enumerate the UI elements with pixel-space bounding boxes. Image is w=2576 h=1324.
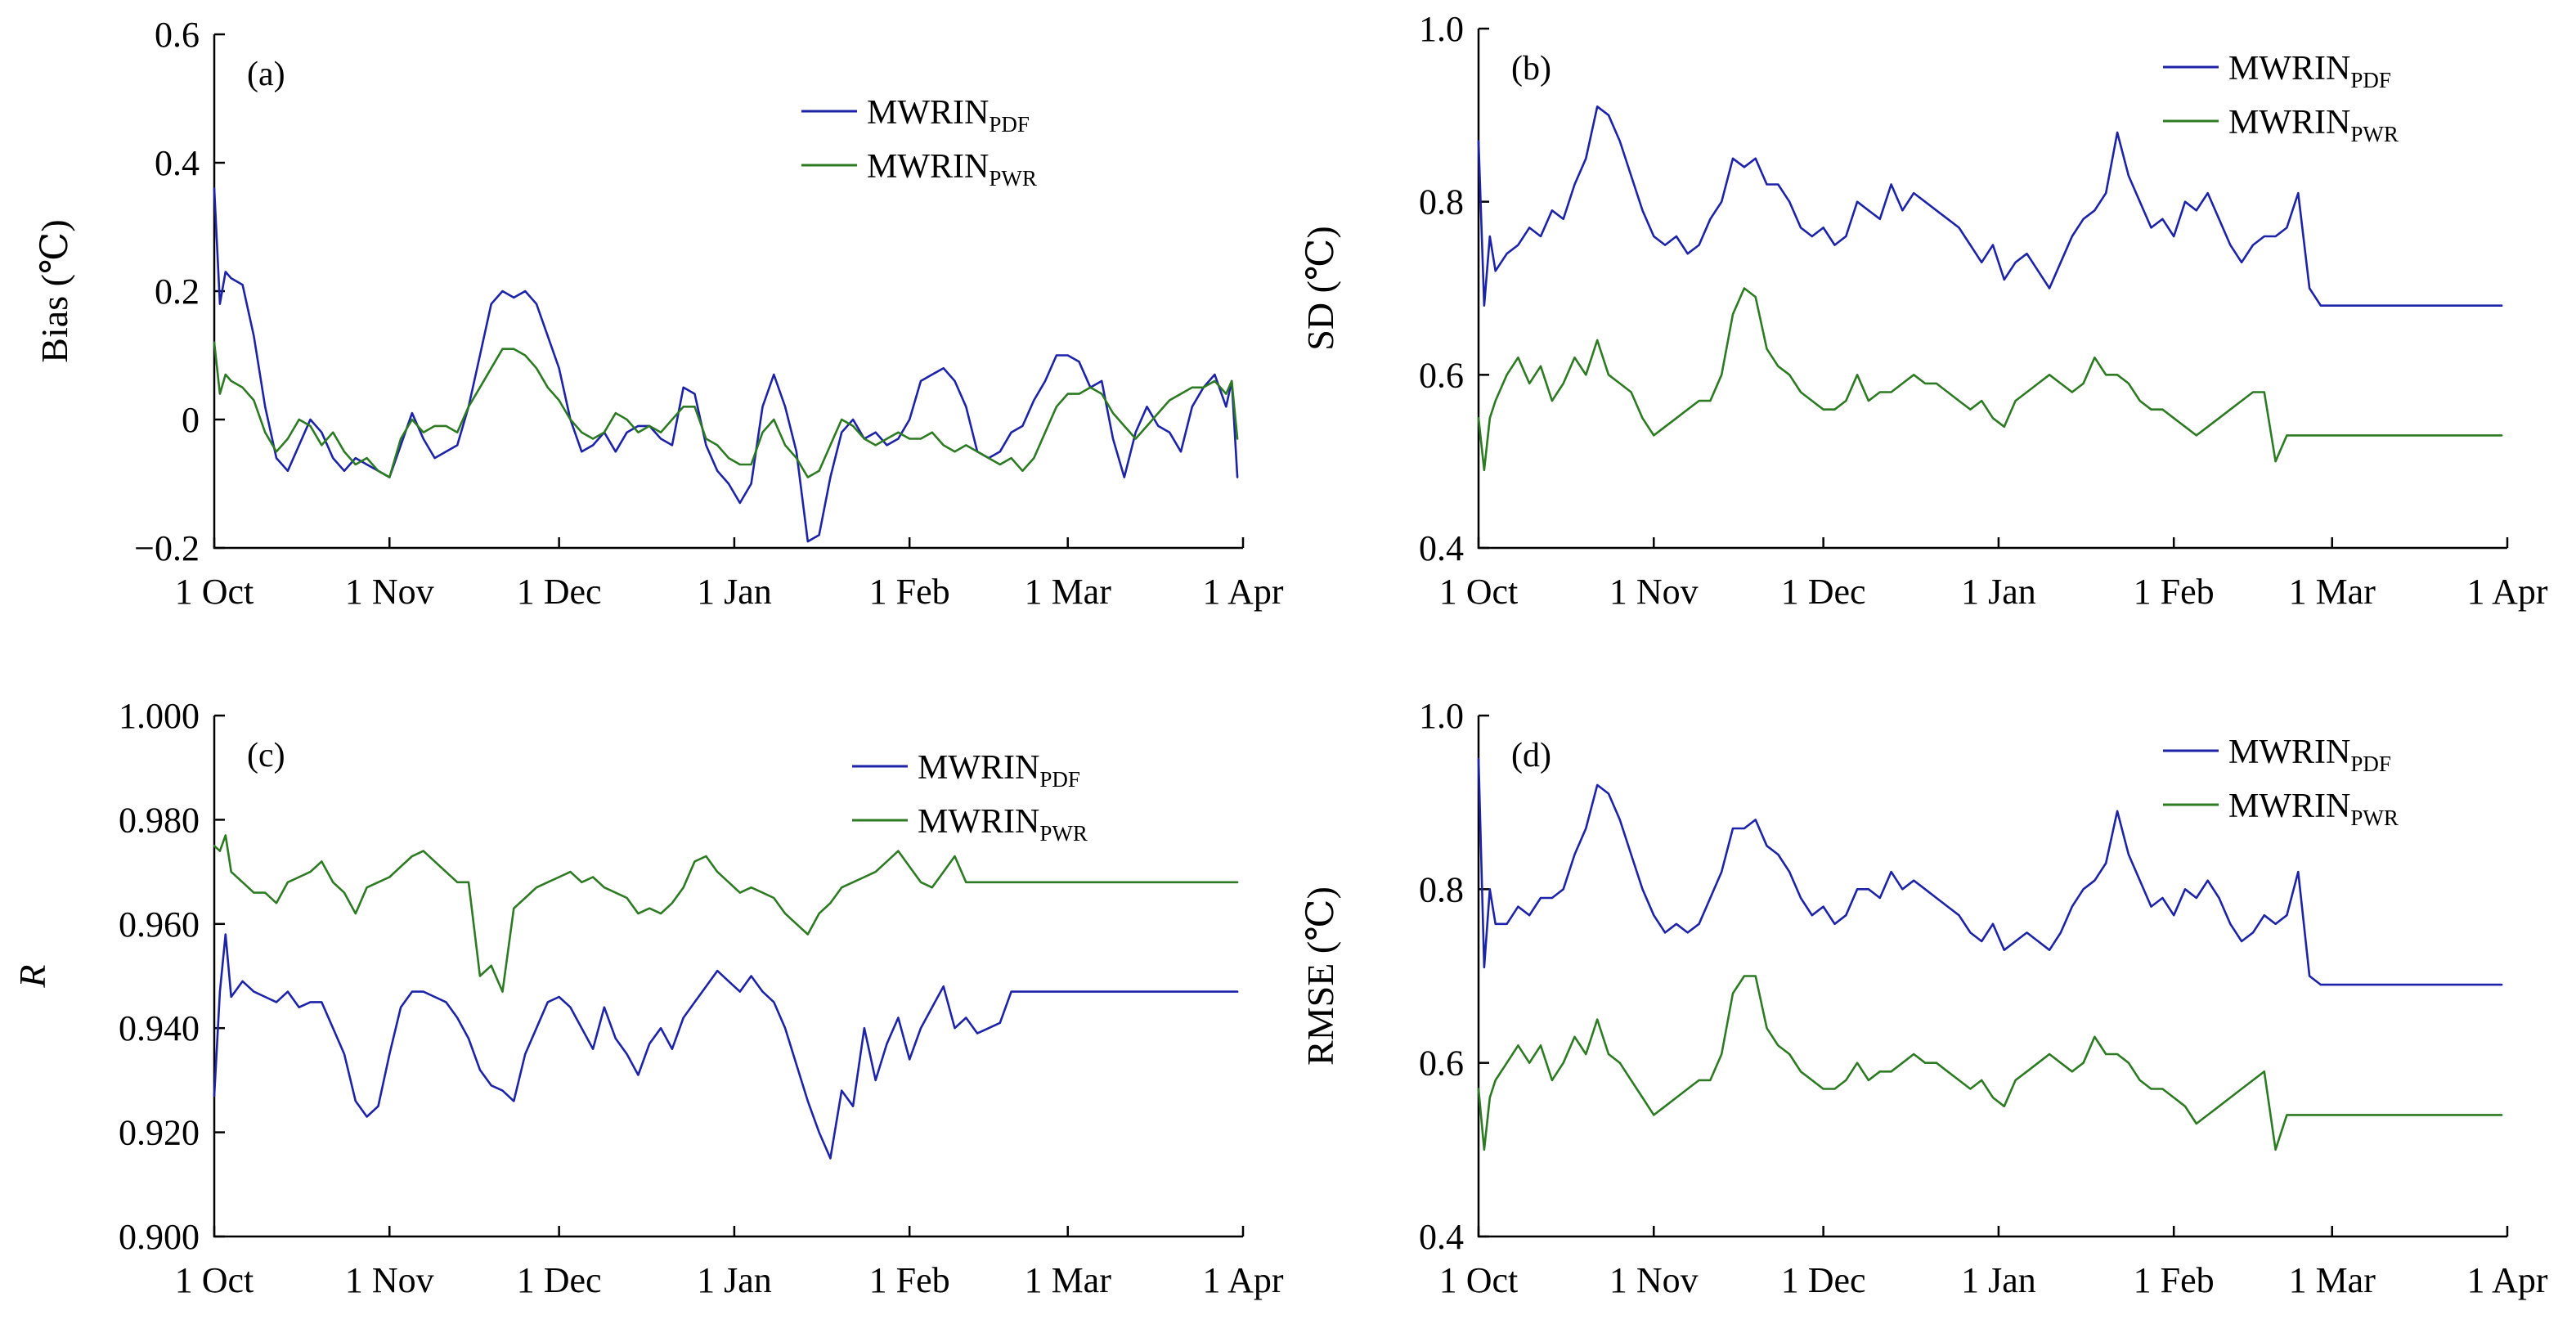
series-line-pwr <box>213 341 1239 478</box>
y-tick-label: 0.8 <box>1419 869 1464 909</box>
x-tick-label: 1 Dec <box>1781 572 1866 612</box>
x-tick-label: 1 Dec <box>1781 1260 1866 1300</box>
x-tick-label: 1 Oct <box>175 1260 254 1300</box>
y-tick-label: 1.0 <box>1419 9 1464 49</box>
x-tick-label: 1 Dec <box>517 572 602 612</box>
panel-label: (c) <box>247 737 285 774</box>
x-tick-label: 1 Feb <box>869 1260 950 1300</box>
x-tick-label: 1 Jan <box>1961 1260 2036 1300</box>
x-tick-label: 1 Feb <box>869 572 950 612</box>
legend-label-pdf: MWRINPDF <box>2228 734 2391 776</box>
y-tick-label: 0.980 <box>119 800 200 840</box>
series-line-pdf <box>1477 105 2503 307</box>
y-tick-label: 0.6 <box>1419 355 1464 395</box>
y-tick-label: 0 <box>182 400 200 440</box>
chart-panel-2: 0.4 0.6 0.8 1.0 1 Oct 1 Nov 1 Dec 1 Jan 1 Feb 1 M… <box>1299 9 2548 612</box>
y-tick-label: 0.4 <box>1419 1217 1464 1257</box>
legend-label-pdf: MWRINPDF <box>867 94 1030 137</box>
y-tick-label: 0.4 <box>155 143 200 183</box>
panel-label: (d) <box>1511 737 1551 774</box>
x-tick-label: 1 Jan <box>697 1260 772 1300</box>
x-tick-label: 1 Nov <box>1609 572 1699 612</box>
x-tick-label: 1 Oct <box>175 572 254 612</box>
x-tick-label: 1 Mar <box>2289 572 2376 612</box>
x-tick-label: 1 Nov <box>345 1260 434 1300</box>
y-tick-label: 0.960 <box>119 904 200 945</box>
chart-panel-4: 0.4 0.6 0.8 1.0 1 Oct 1 Nov 1 Dec 1 Jan 1 Feb 1 M… <box>1299 696 2548 1300</box>
legend-label-pdf: MWRINPDF <box>918 749 1080 792</box>
x-tick-label: 1 Mar <box>2289 1260 2376 1300</box>
y-tick-label: 0.2 <box>155 272 200 312</box>
x-tick-label: 1 Mar <box>1025 1260 1112 1300</box>
y-tick-label: 0.4 <box>1419 528 1464 568</box>
series-line-pwr <box>213 834 1239 993</box>
axes-frame <box>213 716 1243 1238</box>
series-line-pdf <box>1477 757 2503 986</box>
y-tick-label: 0.920 <box>119 1113 200 1153</box>
x-tick-label: 1 Jan <box>1961 572 2036 612</box>
y-tick-label: 0.940 <box>119 1008 200 1048</box>
x-tick-label: 1 Apr <box>1203 572 1284 612</box>
x-tick-label: 1 Mar <box>1025 572 1112 612</box>
legend-label-pwr: MWRINPWR <box>918 803 1088 846</box>
series-line-pwr <box>1477 287 2503 472</box>
axes-frame <box>1477 29 2507 550</box>
x-tick-label: 1 Jan <box>697 572 772 612</box>
y-tick-label: 0.6 <box>1419 1043 1464 1084</box>
legend-label-pwr: MWRINPWR <box>2228 104 2399 146</box>
x-tick-label: 1 Nov <box>345 572 434 612</box>
chart-panel-3: 0.900 0.920 0.940 0.960 0.980 1.000 1 Oct 1 Nov… <box>11 696 1284 1300</box>
axes-frame <box>213 34 1243 550</box>
legend-label-pdf: MWRINPDF <box>2228 50 2391 92</box>
x-tick-label: 1 Nov <box>1609 1260 1699 1300</box>
y-axis-title: R <box>11 964 53 988</box>
series-line-pdf <box>213 933 1239 1160</box>
x-tick-label: 1 Feb <box>2134 1260 2215 1300</box>
x-tick-label: 1 Feb <box>2134 572 2215 612</box>
y-tick-label: 0.900 <box>119 1217 200 1257</box>
axes-frame <box>1477 716 2507 1238</box>
chart-panel-1: −0.2 0 0.2 0.4 0.6 1 Oct 1 Nov 1 Dec 1 Jan 1 Feb 1… <box>34 15 1284 612</box>
y-tick-label: −0.2 <box>134 528 200 568</box>
x-tick-label: 1 Oct <box>1439 1260 1519 1300</box>
y-axis-title: Bias (℃) <box>34 219 75 362</box>
y-tick-label: 0.8 <box>1419 182 1464 222</box>
series-line-pdf <box>213 187 1239 543</box>
x-tick-label: 1 Apr <box>2467 1260 2548 1300</box>
y-axis-title: SD (℃) <box>1299 226 1341 350</box>
legend-label-pwr: MWRINPWR <box>2228 788 2399 830</box>
series-line-pwr <box>1477 975 2503 1151</box>
y-tick-label: 0.6 <box>155 15 200 55</box>
panel-label: (a) <box>247 56 285 93</box>
legend-label-pwr: MWRINPWR <box>867 148 1037 191</box>
y-tick-label: 1.000 <box>119 696 200 736</box>
x-tick-label: 1 Apr <box>1203 1260 1284 1300</box>
y-axis-title: RMSE (℃) <box>1299 886 1341 1066</box>
y-tick-label: 1.0 <box>1419 696 1464 736</box>
x-tick-label: 1 Dec <box>517 1260 602 1300</box>
x-tick-label: 1 Oct <box>1439 572 1519 612</box>
x-tick-label: 1 Apr <box>2467 572 2548 612</box>
panel-label: (b) <box>1511 50 1551 88</box>
